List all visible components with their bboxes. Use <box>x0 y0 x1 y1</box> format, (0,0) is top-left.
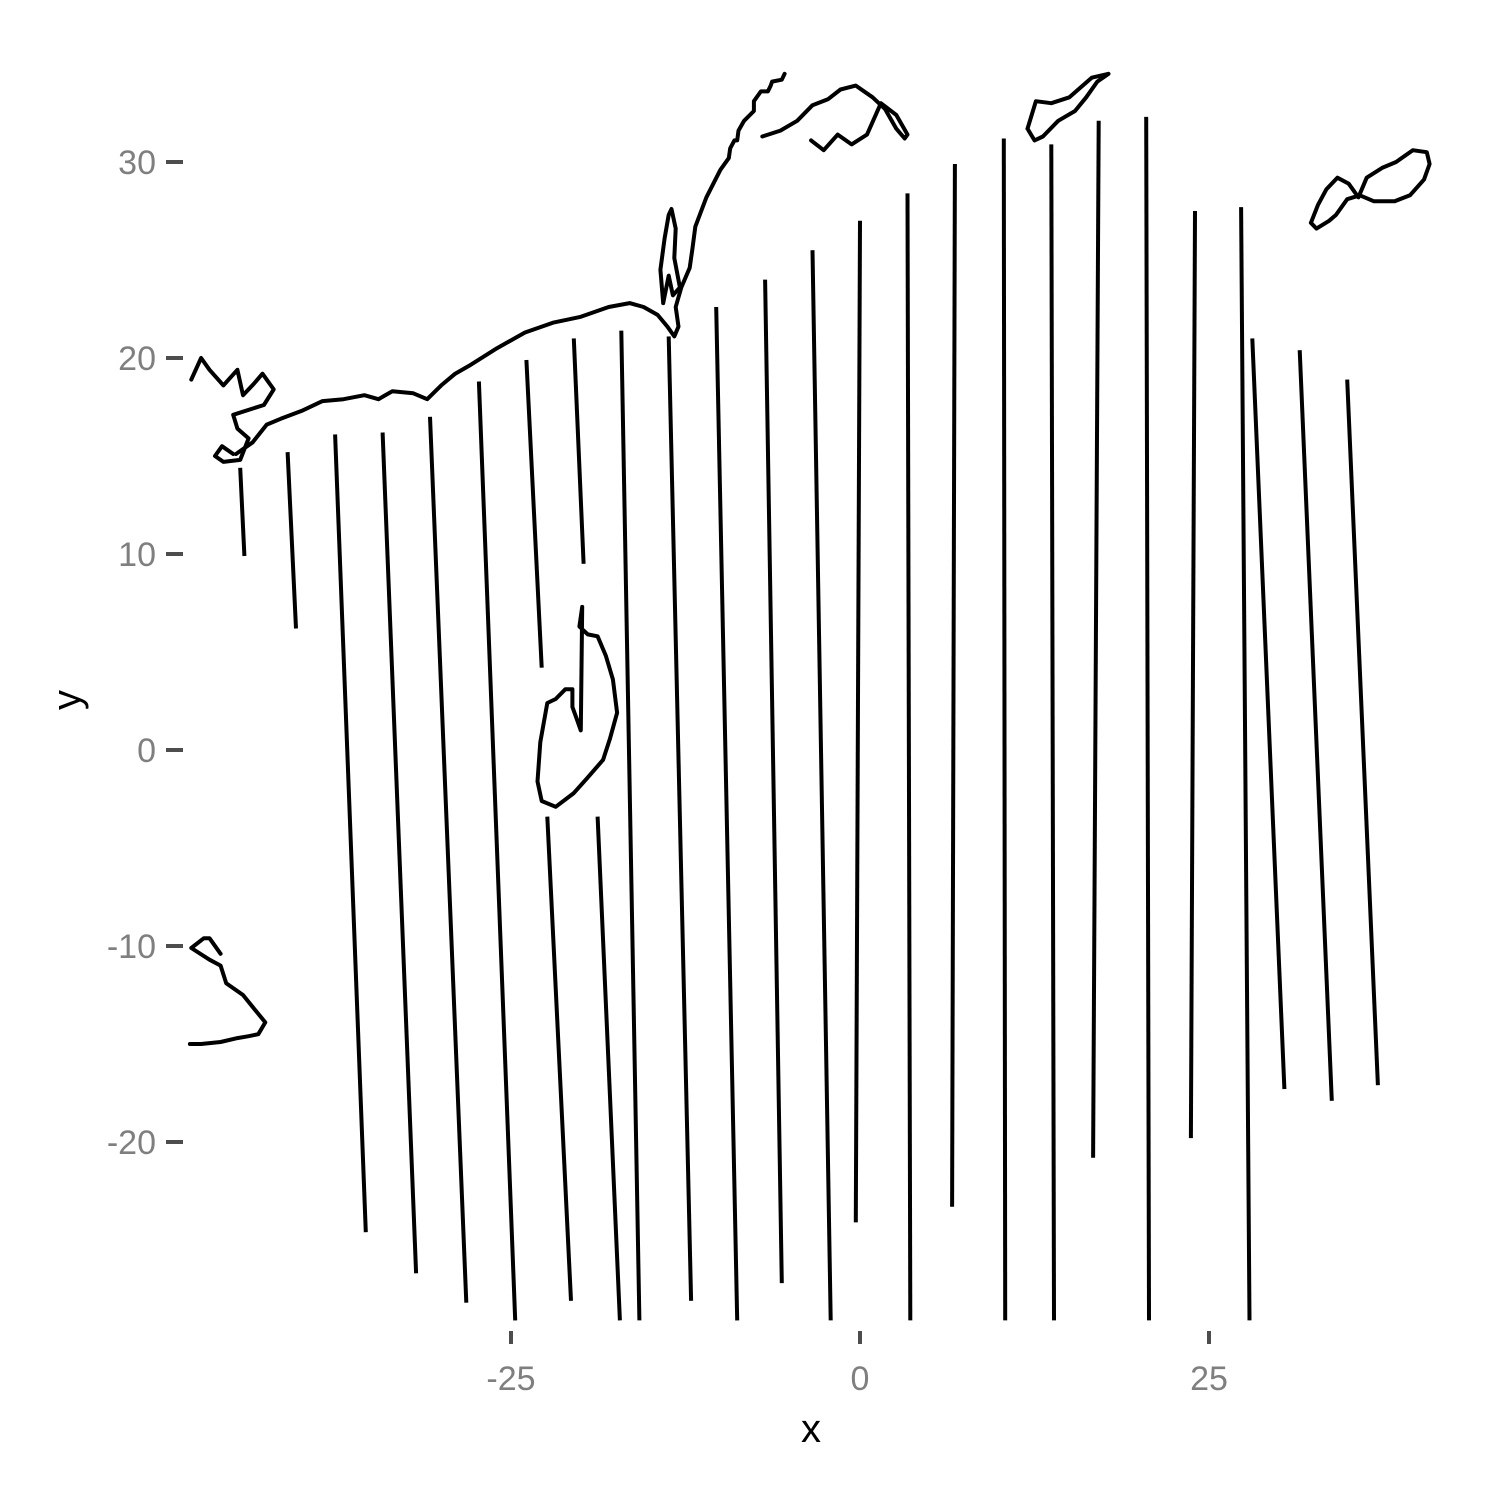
y-tick-label: 30 <box>118 144 156 182</box>
transect-line <box>545 816 573 1301</box>
transect-line <box>1188 210 1197 1139</box>
transect-line <box>714 306 740 1321</box>
transect-line <box>1345 379 1380 1086</box>
transect-line <box>810 250 833 1321</box>
transect-line <box>428 416 469 1303</box>
y-axis-title: y <box>45 690 89 710</box>
transect-line <box>1144 116 1151 1321</box>
transect-line <box>524 359 544 668</box>
coastline-north-islands <box>760 83 910 153</box>
transect-line <box>595 816 622 1321</box>
transect-line <box>1297 350 1334 1101</box>
x-tick-label: 0 <box>851 1360 870 1398</box>
transect-line <box>905 193 913 1321</box>
transect-lines <box>238 116 1380 1321</box>
coastline-sw-island <box>187 936 268 1046</box>
x-tick-label: -25 <box>486 1360 535 1398</box>
transect-line <box>476 381 518 1321</box>
x-axis-title: x <box>801 1407 821 1451</box>
y-tick-label: 0 <box>137 732 156 770</box>
transect-line <box>1049 144 1056 1321</box>
transect-line <box>853 220 862 1223</box>
transect-line <box>285 452 298 629</box>
x-axis: -25 0 25 x <box>486 1331 1228 1451</box>
coastline-mainland <box>234 71 787 456</box>
transect-line <box>763 279 784 1284</box>
y-tick-label: -10 <box>107 928 156 966</box>
y-axis: -20 -10 0 10 20 30 y <box>45 144 183 1162</box>
coastline-east-island <box>1308 148 1432 231</box>
transect-line <box>1250 338 1287 1090</box>
coastline-harbor-neck <box>658 207 682 306</box>
y-tick-label: 20 <box>118 340 156 378</box>
transect-line <box>950 163 957 1207</box>
transect-line <box>380 432 419 1274</box>
transect-line <box>238 467 247 557</box>
coastline-east-island-north <box>1025 71 1111 143</box>
coastlines <box>187 71 1432 1046</box>
transect-line <box>1239 207 1252 1321</box>
transect-line <box>1091 120 1101 1158</box>
transect-line <box>1001 138 1008 1321</box>
transect-line <box>666 336 694 1301</box>
transect-line <box>571 338 586 564</box>
y-tick-label: -20 <box>107 1124 156 1162</box>
transect-line <box>333 434 368 1233</box>
x-tick-label: 25 <box>1190 1360 1228 1398</box>
transect-line <box>619 330 642 1321</box>
coastline-west-inlets <box>189 356 276 464</box>
y-tick-label: 10 <box>118 536 156 574</box>
coastline-mid-island <box>535 604 620 809</box>
